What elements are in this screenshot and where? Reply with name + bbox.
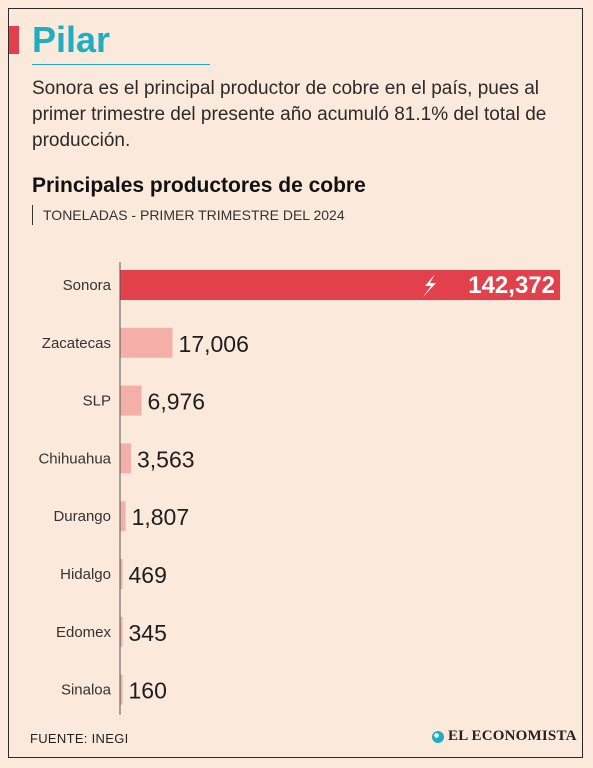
- intro-text: Sonora es el principal productor de cobr…: [32, 78, 547, 151]
- value-label: 1,807: [132, 504, 190, 530]
- bar: [120, 559, 123, 589]
- category-label: SLP: [83, 393, 111, 410]
- value-label: 469: [129, 562, 167, 588]
- bar: [120, 443, 132, 474]
- bar: [120, 674, 123, 705]
- category-label: Zacatecas: [42, 335, 111, 352]
- bar: [120, 616, 123, 647]
- value-label: 3,563: [137, 446, 195, 472]
- value-label: 160: [129, 678, 167, 704]
- category-label: Sinaloa: [61, 682, 112, 699]
- bar: [120, 501, 126, 532]
- category-label: Durango: [53, 508, 111, 525]
- accent-bar: [9, 26, 19, 54]
- value-label: 345: [129, 620, 167, 646]
- chart-subtitle: TONELADAS - PRIMER TRIMESTRE DEL 2024: [32, 205, 345, 225]
- title-underline: [32, 64, 210, 65]
- logo-text: EL ECONOMISTA: [448, 728, 577, 744]
- category-label: Sonora: [63, 277, 112, 294]
- bar: [120, 270, 560, 300]
- source-note: FUENTE: INEGI: [30, 731, 129, 746]
- value-label: 17,006: [179, 331, 249, 357]
- logo-icon: [432, 730, 444, 743]
- lightning-icon: [423, 274, 436, 297]
- category-label: Edomex: [56, 624, 112, 641]
- section-title: Pilar: [32, 19, 111, 60]
- chart-title: Principales productores de cobre: [32, 174, 366, 197]
- bar: [120, 327, 173, 358]
- value-label: 6,976: [148, 389, 206, 415]
- category-label: Chihuahua: [38, 450, 111, 467]
- card-frame: [8, 8, 583, 758]
- publisher-logo: EL ECONOMISTA: [432, 728, 577, 745]
- value-label: 142,372: [468, 272, 555, 299]
- category-label: Hidalgo: [60, 566, 111, 583]
- bar: [120, 385, 142, 416]
